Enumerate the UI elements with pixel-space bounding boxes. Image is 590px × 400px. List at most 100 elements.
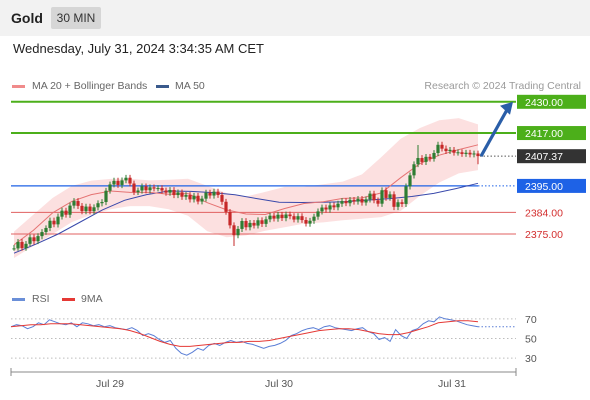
candle-body bbox=[36, 236, 40, 242]
candle-body bbox=[124, 177, 128, 181]
ma50-legend-swatch bbox=[156, 85, 169, 88]
candle-body bbox=[64, 210, 68, 215]
timestamp: Wednesday, July 31, 2024 3:34:35 AM CET bbox=[13, 41, 264, 56]
candle-body bbox=[160, 188, 164, 191]
candle-body bbox=[428, 156, 432, 159]
candle-body bbox=[204, 192, 208, 199]
candle-body bbox=[240, 220, 244, 229]
candle-body bbox=[356, 198, 360, 202]
candle-body bbox=[268, 215, 272, 220]
timeframe-badge[interactable]: 30 MIN bbox=[51, 7, 101, 29]
candle-body bbox=[340, 201, 344, 204]
candle-body bbox=[432, 152, 436, 159]
candle-body bbox=[200, 198, 204, 202]
candle-body bbox=[320, 207, 324, 212]
resistance-level-label: 2417.00 bbox=[525, 128, 563, 140]
candle-body bbox=[52, 220, 56, 225]
candle-body bbox=[256, 220, 260, 226]
candle-body bbox=[404, 186, 408, 204]
candle-body bbox=[316, 211, 320, 217]
candle-body bbox=[284, 214, 288, 219]
candle-body bbox=[440, 144, 444, 149]
candle-body bbox=[228, 211, 232, 226]
candle-body bbox=[168, 189, 172, 193]
candle-body bbox=[276, 214, 280, 219]
candle-body bbox=[384, 190, 388, 198]
candle-body bbox=[44, 227, 48, 233]
candle-body bbox=[60, 210, 64, 217]
candle-body bbox=[32, 237, 36, 242]
candle-body bbox=[212, 191, 216, 196]
candle-body bbox=[452, 149, 456, 153]
candle-body bbox=[396, 202, 400, 207]
candle-body bbox=[188, 195, 192, 200]
candle-body bbox=[196, 195, 200, 202]
candle-body bbox=[224, 201, 228, 212]
candle-body bbox=[296, 216, 300, 220]
candle-body bbox=[76, 201, 80, 206]
candle-body bbox=[328, 205, 332, 210]
candle-body bbox=[444, 148, 448, 152]
candle-body bbox=[216, 191, 220, 196]
candle-body bbox=[92, 207, 96, 212]
candle-body bbox=[332, 205, 336, 208]
candle-body bbox=[72, 201, 76, 206]
candle-body bbox=[172, 189, 176, 196]
candle-body bbox=[348, 199, 352, 204]
candle-body bbox=[460, 152, 464, 154]
candle-body bbox=[388, 194, 392, 198]
rsi-line bbox=[10, 316, 479, 356]
candle-body bbox=[148, 187, 152, 191]
candle-body bbox=[360, 198, 364, 203]
candle-body bbox=[468, 152, 472, 155]
candle-body bbox=[420, 158, 424, 162]
support-level-label: 2384.00 bbox=[525, 207, 563, 219]
last-level-label: 2407.37 bbox=[525, 151, 563, 163]
candle-body bbox=[436, 144, 440, 153]
candle-body bbox=[408, 175, 412, 187]
last-level-tag bbox=[517, 149, 586, 164]
candle-body bbox=[456, 152, 460, 154]
candle-body bbox=[336, 203, 340, 208]
candle-body bbox=[100, 202, 104, 204]
rsi-tick-label: 70 bbox=[525, 314, 537, 326]
candle-body bbox=[300, 216, 304, 221]
candle-body bbox=[324, 207, 328, 210]
candle-body bbox=[140, 186, 144, 191]
candle-body bbox=[40, 232, 44, 237]
candle-body bbox=[80, 205, 84, 212]
candle-body bbox=[288, 214, 292, 217]
candle-body bbox=[180, 192, 184, 197]
candle-body bbox=[260, 220, 264, 224]
candle-body bbox=[280, 214, 284, 219]
projection-arrow-head bbox=[500, 101, 513, 115]
candle-body bbox=[20, 241, 24, 249]
candle-body bbox=[108, 184, 112, 191]
candle-body bbox=[164, 190, 168, 193]
header-bar: Gold 30 MIN bbox=[0, 0, 590, 36]
candle-body bbox=[368, 193, 372, 200]
candle-body bbox=[28, 237, 32, 244]
candle-body bbox=[344, 201, 348, 204]
candle-body bbox=[244, 220, 248, 228]
candle-body bbox=[88, 206, 92, 212]
ma20-legend: MA 20 + Bollinger Bands bbox=[32, 80, 148, 92]
ma50-legend: MA 50 bbox=[175, 80, 205, 92]
candle-body bbox=[144, 186, 148, 191]
candle-body bbox=[252, 222, 256, 226]
candle-body bbox=[184, 195, 188, 197]
candle-body bbox=[16, 241, 20, 249]
candle-body bbox=[236, 228, 240, 236]
x-tick-label: Jul 31 bbox=[438, 378, 466, 390]
bollinger-bands bbox=[14, 118, 478, 258]
candle-body bbox=[272, 215, 276, 219]
rsi-legend: RSI bbox=[32, 293, 50, 305]
candle-body bbox=[264, 219, 268, 224]
candle-body bbox=[372, 193, 376, 201]
candle-body bbox=[472, 153, 476, 155]
candle-body bbox=[400, 202, 404, 204]
rsi-ma-legend-swatch bbox=[62, 298, 75, 301]
ma20-legend-swatch bbox=[12, 85, 25, 88]
support-level-label: 2375.00 bbox=[525, 229, 563, 241]
